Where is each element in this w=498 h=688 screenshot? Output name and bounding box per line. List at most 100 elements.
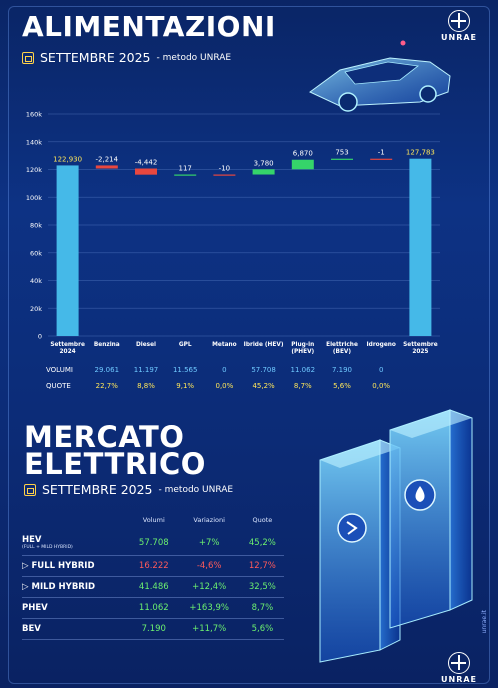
quote-cell: 9,1% <box>176 382 194 390</box>
y-tick-label: 140k <box>26 138 42 146</box>
period-label: SETTEMBRE 2025 <box>40 50 151 65</box>
table-row: HEV (FULL + MILD HYBRID) 57.708 +7% 45,2% <box>22 530 284 556</box>
table-row: BEV 7.190 +11,7% 5,6% <box>22 618 284 640</box>
column-header-variazioni: Variazioni <box>193 516 225 524</box>
calendar-icon <box>22 51 34 64</box>
row-label: BEV <box>22 618 130 640</box>
bar <box>135 168 157 175</box>
bar <box>213 174 236 176</box>
volumi-cell: 29.061 <box>95 366 120 374</box>
data-label: 753 <box>335 149 348 157</box>
row-volumi: 57.708 <box>130 530 178 556</box>
volumi-label: VOLUMI <box>46 366 73 374</box>
row-quote: 5,6% <box>240 618 284 640</box>
y-tick-label: 20k <box>30 305 42 313</box>
bar <box>95 165 118 169</box>
x-tick-label: 2025 <box>412 349 428 355</box>
row-label: ▷ FULL HYBRID <box>22 555 130 577</box>
method-label: - metodo UNRAE <box>156 52 232 63</box>
data-label: 6,870 <box>293 150 313 158</box>
y-tick-label: 120k <box>26 166 42 174</box>
quote-cell: 8,8% <box>137 382 155 390</box>
x-tick-label: (BEV) <box>333 349 352 355</box>
x-tick-label: Plug-in <box>291 342 314 348</box>
quote-cell: 5,6% <box>333 382 351 390</box>
quote-cell: 8,7% <box>294 382 312 390</box>
row-variazioni: -4,6% <box>177 555 241 577</box>
column-header-volumi: Volumi <box>142 516 165 524</box>
footer-logo-text: UNRAE <box>441 675 478 684</box>
row-label: PHEV <box>22 597 130 619</box>
x-tick-label: Settembre <box>50 342 85 348</box>
data-label: -10 <box>219 165 230 173</box>
quote-cell: 0,0% <box>372 382 390 390</box>
page-frame <box>8 6 490 684</box>
unrae-footer-logo: UNRAE <box>441 652 477 684</box>
volumi-cell: 11.062 <box>291 366 316 374</box>
x-tick-label: (PHEV) <box>291 349 314 355</box>
x-tick-label: Settembre <box>403 342 438 348</box>
row-variazioni: +163,9% <box>177 597 241 619</box>
bar <box>291 159 314 170</box>
unrae-globe-icon <box>448 10 470 32</box>
row-variazioni: +12,4% <box>177 576 241 598</box>
x-tick-label: GPL <box>179 342 192 348</box>
row-volumi: 7.190 <box>130 618 178 640</box>
bar <box>370 158 393 160</box>
y-tick-label: 60k <box>30 249 42 257</box>
unrae-logo: UNRAE <box>441 10 477 42</box>
side-text: unrae.it <box>481 610 488 634</box>
bar <box>56 165 79 336</box>
row-quote: 8,7% <box>240 597 284 619</box>
volumi-cell: 11.565 <box>173 366 198 374</box>
mercato-title: MERCATO ELETTRICO <box>24 423 206 481</box>
x-tick-label: Diesel <box>136 342 156 348</box>
row-quote: 12,7% <box>240 555 284 577</box>
volumi-cell: 11.197 <box>134 366 159 374</box>
x-tick-label: Elettriche <box>326 342 358 348</box>
quote-cell: 45,2% <box>252 382 275 390</box>
plug-icon <box>337 513 367 543</box>
x-tick-label: Idrogeno <box>367 342 396 348</box>
x-tick-label: Metano <box>212 342 237 348</box>
data-label: 127,783 <box>406 149 435 157</box>
quote-label: QUOTE <box>46 382 71 390</box>
mercato-table: Volumi Variazioni Quote HEV (FULL + MILD … <box>22 516 284 640</box>
volumi-quote-table: VOLUMI QUOTE 29.061 11.197 11.565 0 57.708 11.0… <box>46 366 390 390</box>
data-label: 3,780 <box>254 159 274 167</box>
x-tick-label: Ibride (HEV) <box>244 342 284 348</box>
data-label: -2,214 <box>96 155 119 163</box>
column-header-quote: Quote <box>252 516 273 524</box>
mercato-method-label: - metodo UNRAE <box>158 484 234 495</box>
data-label: -4,442 <box>135 159 158 167</box>
y-tick-label: 80k <box>30 222 42 230</box>
x-tick-label: 2024 <box>60 349 76 355</box>
mercato-title-line2: ELETTRICO <box>24 447 206 481</box>
table-row: ▷ MILD HYBRID 41.486 +12,4% 32,5% <box>22 576 284 598</box>
y-tick-label: 40k <box>30 277 42 285</box>
mercato-period-label: SETTEMBRE 2025 <box>42 482 153 497</box>
table-row: ▷ FULL HYBRID 16.222 -4,6% 12,7% <box>22 555 284 577</box>
quote-cell: 0,0% <box>216 382 234 390</box>
battery-illustration <box>319 409 473 663</box>
waterfall-chart: 0 20k 40k 60k 80k 100k 120k 140k 160k 122,930 Sett… <box>26 111 440 355</box>
y-tick-label: 100k <box>26 194 42 202</box>
row-label: HEV (FULL + MILD HYBRID) <box>22 530 130 556</box>
calendar-icon <box>24 483 36 496</box>
bar <box>252 169 275 175</box>
row-volumi: 11.062 <box>130 597 178 619</box>
column-header-empty <box>22 516 130 530</box>
row-quote: 32,5% <box>240 576 284 598</box>
bar <box>331 158 353 160</box>
row-volumi: 41.486 <box>130 576 178 598</box>
y-tick-label: 160k <box>26 111 42 119</box>
mercato-period-row: SETTEMBRE 2025 - metodo UNRAE <box>24 482 233 497</box>
car-illustration <box>309 40 451 112</box>
y-tick-label: 0 <box>38 333 42 341</box>
row-variazioni: +7% <box>177 530 241 556</box>
volumi-cell: 57.708 <box>251 366 276 374</box>
x-tick-label: Benzina <box>94 342 120 348</box>
volumi-cell: 0 <box>222 366 226 374</box>
row-quote: 45,2% <box>240 530 284 556</box>
page-title: ALIMENTAZIONI <box>22 10 276 43</box>
